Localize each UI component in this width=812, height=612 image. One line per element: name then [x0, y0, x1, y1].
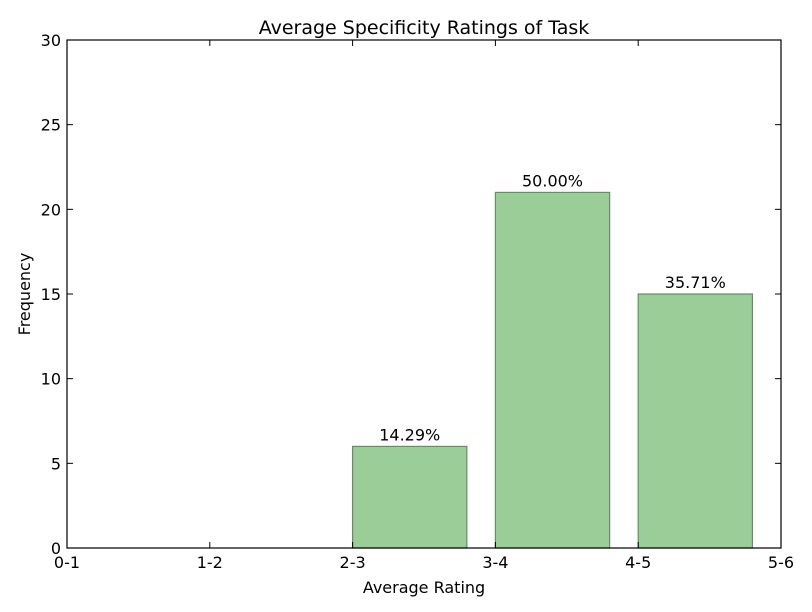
chart-title: Average Specificity Ratings of Task: [259, 17, 590, 39]
y-tick-label-5: 5: [51, 454, 61, 473]
bar-3-4: [494, 191, 611, 549]
x-tick-label-3-4: 3-4: [482, 553, 508, 572]
x-tick-label-4-5: 4-5: [625, 553, 651, 572]
y-tick-label-0: 0: [51, 539, 61, 558]
y-tick-label-25: 25: [41, 116, 61, 135]
x-tick-label-2-3: 2-3: [340, 553, 366, 572]
x-tick-label-1-2: 1-2: [197, 553, 223, 572]
y-axis-label: Frequency: [15, 253, 34, 336]
data-label-2-3: 14.29%: [379, 425, 440, 444]
bar-4-5: [637, 293, 754, 549]
ticks-layer: 0-1 1-2 2-3 3-4 4-5 5-6 0 5 10 15 20 25 30: [41, 31, 794, 572]
data-label-4-5: 35.71%: [665, 273, 726, 292]
bar-2-3: [352, 445, 468, 549]
data-label-3-4: 50.00%: [522, 171, 583, 190]
x-axis-label: Average Rating: [363, 578, 485, 597]
x-tick-label-0-1: 0-1: [54, 553, 80, 572]
y-tick-label-20: 20: [41, 200, 61, 219]
y-tick-label-30: 30: [41, 31, 61, 50]
x-tick-label-5-6: 5-6: [768, 553, 794, 572]
bars-layer: 14.29% 50.00% 35.71%: [352, 171, 754, 549]
y-tick-label-10: 10: [41, 370, 61, 389]
y-tick-label-15: 15: [41, 285, 61, 304]
